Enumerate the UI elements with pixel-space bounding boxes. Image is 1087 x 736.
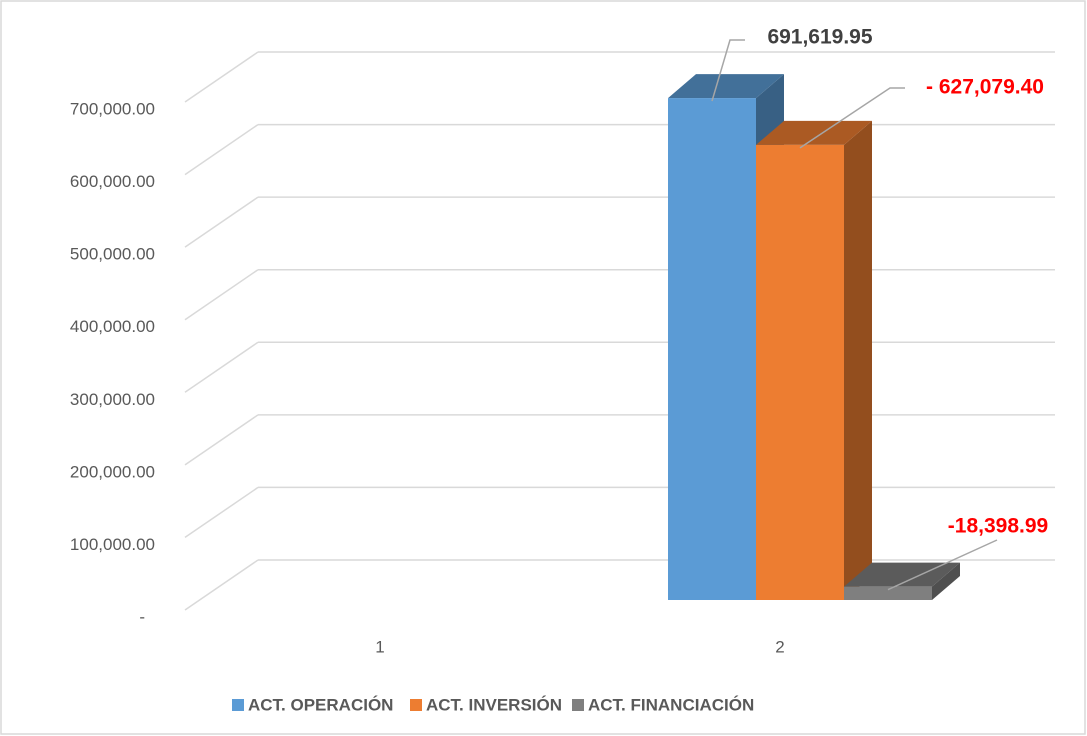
y-tick-label: 100,000.00	[70, 535, 155, 554]
bar-top	[844, 562, 960, 587]
grid-line	[184, 123, 259, 176]
y-tick-label: 200,000.00	[70, 462, 155, 481]
bar	[844, 586, 932, 600]
bar-side	[932, 562, 960, 600]
data-label: -18,398.99	[948, 515, 1048, 538]
grid-line	[184, 414, 259, 466]
data-label: 691,619.95	[767, 26, 872, 49]
grid-line	[184, 559, 259, 611]
grid-line	[184, 51, 259, 103]
legend-swatch	[410, 699, 422, 711]
x-tick-label: 2	[775, 637, 784, 656]
y-tick-label: 600,000.00	[70, 172, 155, 191]
bar-side	[844, 120, 872, 600]
y-tick-label: 400,000.00	[70, 317, 155, 336]
bar	[668, 98, 756, 601]
y-tick-label: -	[139, 607, 145, 626]
leader-line	[887, 539, 998, 591]
y-tick-label: 700,000.00	[70, 99, 155, 118]
leader-line	[799, 87, 905, 149]
legend-label: ACT. FINANCIACIÓN	[588, 695, 754, 714]
legend-label: ACT. OPERACIÓN	[248, 695, 393, 714]
legend-swatch	[232, 699, 244, 711]
grid-line	[184, 341, 259, 393]
y-tick-label: 500,000.00	[70, 245, 155, 264]
y-tick-label: 300,000.00	[70, 390, 155, 409]
grid-line	[184, 486, 259, 539]
bar-top	[668, 74, 784, 99]
legend-label: ACT. INVERSIÓN	[426, 695, 562, 714]
x-tick-label: 1	[375, 637, 384, 656]
legend-swatch	[572, 699, 584, 711]
grid-line	[184, 269, 259, 321]
leader-line	[711, 39, 745, 102]
data-label: - 627,079.40	[926, 76, 1044, 99]
bar-top	[756, 120, 872, 145]
bar	[756, 144, 844, 600]
grid-line	[184, 196, 259, 248]
